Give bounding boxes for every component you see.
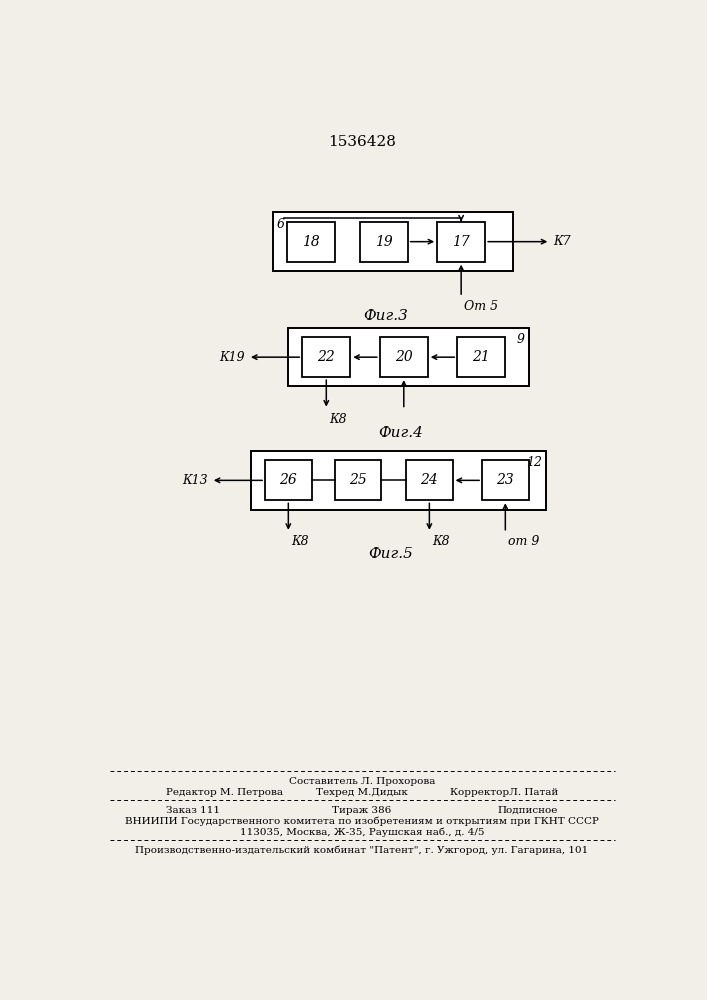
Text: Техред М.Дидык: Техред М.Дидык (316, 788, 408, 797)
Bar (360, 222, 408, 262)
Bar (406, 460, 452, 500)
Text: К8: К8 (329, 413, 347, 426)
Bar (287, 222, 335, 262)
Text: 19: 19 (375, 235, 392, 249)
Text: 18: 18 (302, 235, 320, 249)
Text: 9: 9 (517, 333, 525, 346)
Bar (288, 328, 529, 386)
Text: От 5: От 5 (464, 300, 498, 313)
Text: ВНИИПИ Государственного комитета по изобретениям и открытиям при ГКНТ СССР: ВНИИПИ Государственного комитета по изоб… (125, 817, 599, 826)
Bar (482, 460, 529, 500)
Text: К7: К7 (554, 235, 571, 248)
Text: 20: 20 (395, 350, 413, 364)
Text: Фиг.5: Фиг.5 (368, 547, 413, 561)
Text: от 9: от 9 (508, 535, 540, 548)
Text: К13: К13 (182, 474, 208, 487)
Text: 23: 23 (496, 473, 514, 487)
Text: 21: 21 (472, 350, 490, 364)
Text: Тираж 386: Тираж 386 (332, 806, 392, 815)
Bar (437, 222, 485, 262)
Bar (380, 337, 428, 377)
Bar (251, 451, 546, 510)
Text: 25: 25 (349, 473, 367, 487)
Text: 26: 26 (279, 473, 297, 487)
Text: 113035, Москва, Ж-35, Раушская наб., д. 4/5: 113035, Москва, Ж-35, Раушская наб., д. … (240, 828, 484, 837)
Text: К8: К8 (433, 535, 450, 548)
Bar (457, 337, 506, 377)
Text: Фиг.4: Фиг.4 (378, 426, 423, 440)
Bar (273, 212, 513, 271)
Text: Составитель Л. Прохорова: Составитель Л. Прохорова (288, 777, 435, 786)
Text: К19: К19 (219, 351, 245, 364)
Text: Производственно-издательский комбинат "Патент", г. Ужгород, ул. Гагарина, 101: Производственно-издательский комбинат "П… (135, 846, 588, 855)
Text: Подписное: Подписное (498, 806, 558, 815)
Text: 12: 12 (526, 456, 542, 469)
Text: 1536428: 1536428 (328, 135, 396, 149)
Text: 22: 22 (317, 350, 335, 364)
Text: Фиг.3: Фиг.3 (363, 309, 408, 323)
Bar (265, 460, 312, 500)
Text: 24: 24 (421, 473, 438, 487)
Text: Заказ 111: Заказ 111 (166, 806, 220, 815)
Text: Редактор М. Петрова: Редактор М. Петрова (166, 788, 283, 797)
Text: КорректорЛ. Патай: КорректорЛ. Патай (450, 788, 558, 797)
Text: К8: К8 (291, 535, 309, 548)
Bar (335, 460, 381, 500)
Text: 6: 6 (276, 218, 285, 231)
Bar (303, 337, 351, 377)
Text: 17: 17 (452, 235, 470, 249)
